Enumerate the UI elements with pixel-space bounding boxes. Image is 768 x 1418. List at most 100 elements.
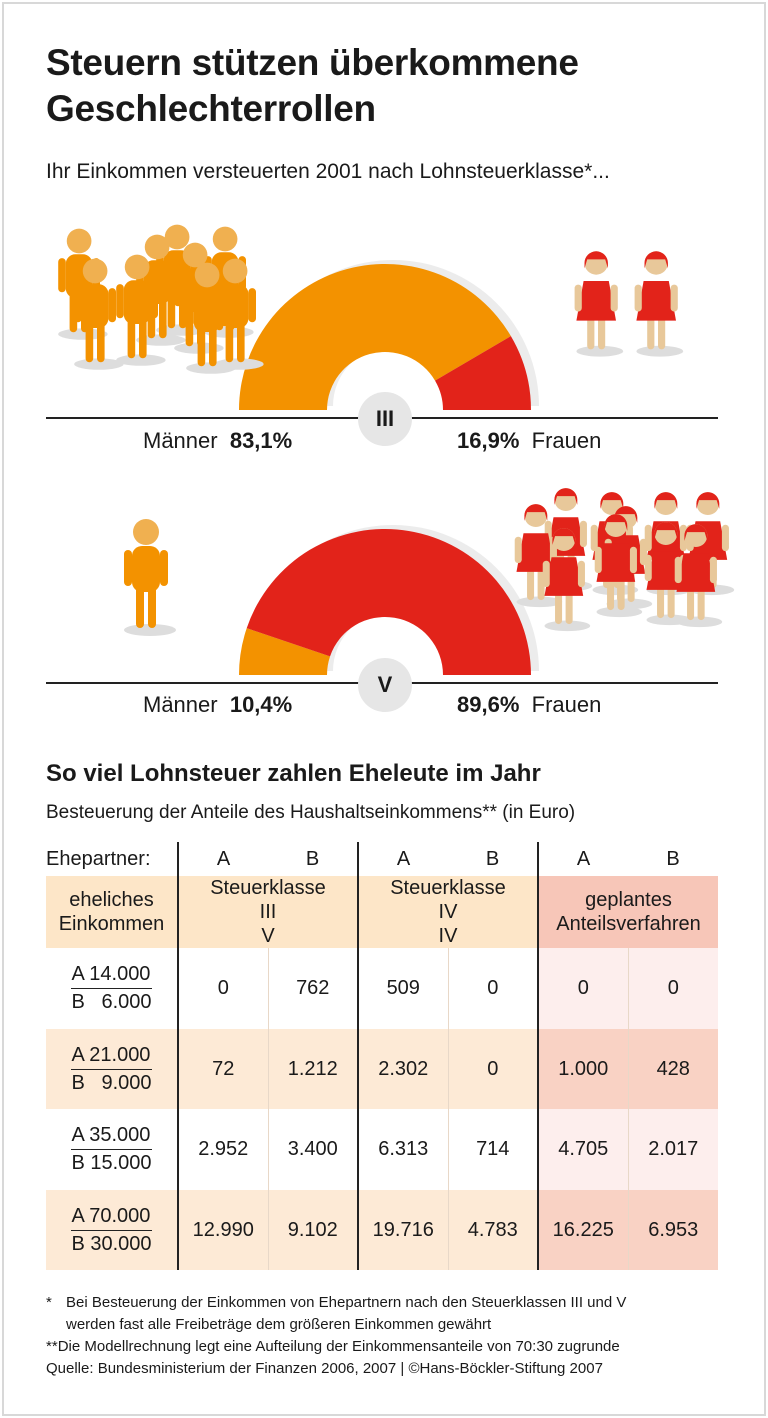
- men-value: 10,4%: [229, 692, 293, 717]
- class-label: III: [259, 901, 277, 923]
- partner-cell: A: [537, 842, 628, 876]
- header-row: eheliches Einkommen Steuerklasse III V Steu…: [46, 876, 718, 948]
- group-header-III-V: Steuerklasse III V: [177, 876, 358, 948]
- man-figure-icon: [74, 258, 124, 370]
- partner-cell: A: [177, 842, 268, 876]
- partner-cell: B: [485, 847, 500, 870]
- tax-cell: 2.017: [627, 1109, 718, 1190]
- tax-cell: 714: [447, 1109, 538, 1190]
- income-header-line: Einkommen: [58, 913, 165, 935]
- tax-cell: 1.212: [267, 1028, 358, 1109]
- group-label: geplantes: [585, 889, 672, 911]
- tax-cell: 2.302: [357, 1028, 448, 1109]
- income-header: eheliches Einkommen: [46, 876, 178, 948]
- footnote-mark: *: [46, 1294, 52, 1311]
- partner-row: Ehepartner: A B A B A B: [46, 842, 718, 876]
- gauge-segment-men: [239, 628, 331, 675]
- women-name: Frauen: [531, 692, 602, 717]
- income-a: A 21.000: [71, 1042, 152, 1070]
- page-title: Steuern stützen überkommene Geschlechter…: [46, 42, 579, 129]
- footnote-text: Die Modellrechnung legt eine Aufteilung …: [57, 1338, 620, 1355]
- table-subtitle: Besteuerung der Anteile des Haushaltsein…: [46, 802, 576, 823]
- income-b: B 15.000: [71, 1152, 152, 1175]
- tax-table: Ehepartner: A B A B A B eheliches Einkomm…: [46, 842, 718, 1270]
- class-label: IV: [438, 901, 458, 923]
- tax-cell: 509: [357, 948, 448, 1029]
- group-label: Steuerklasse: [210, 877, 326, 899]
- subtitle: Ihr Einkommen versteuerten 2001 nach Loh…: [46, 160, 610, 183]
- gauges-chart: [58, 224, 735, 675]
- income-cell: A 35.000 B 15.000: [46, 1109, 178, 1190]
- income-b: B 9.000: [71, 1071, 152, 1094]
- table-row: A 70.000 B 30.000 12.990 9.102 19.716 4.783 16…: [46, 1189, 718, 1270]
- tax-cell: 3.400: [267, 1109, 358, 1190]
- footnote-text: werden fast alle Freibeträge dem größere…: [66, 1316, 492, 1333]
- women-name: Frauen: [531, 428, 602, 453]
- tax-cell: 0: [177, 948, 268, 1029]
- partner-cell: B: [666, 847, 680, 870]
- footnote-1: * Bei Besteuerung der Einkommen von Ehepa…: [46, 1292, 626, 1336]
- table-row: A 35.000 B 15.000 2.952 3.400 6.313 714 4.705 2…: [46, 1109, 718, 1190]
- man-figure-icon: [186, 262, 236, 374]
- gauge-segment-women: [246, 528, 532, 675]
- women-label-2: 89,6% Frauen: [457, 692, 601, 718]
- tax-cell: 762: [267, 948, 358, 1029]
- group-header-IV-IV: Steuerklasse IVIV: [357, 876, 538, 948]
- tax-cell: 72: [177, 1028, 268, 1109]
- tax-cell: 2.952: [177, 1109, 268, 1190]
- income-b: B 6.000: [71, 991, 152, 1014]
- men-name: Männer: [143, 692, 218, 717]
- class-label: IV: [438, 925, 458, 947]
- gauge-segment-women: [435, 336, 531, 410]
- women-value: 89,6%: [457, 692, 520, 717]
- group-header-planned: geplantes Anteilsverfahren: [537, 876, 718, 948]
- men-value: 83,1%: [229, 428, 293, 453]
- income-cell: A 21.000 B 9.000: [46, 1028, 178, 1109]
- table-row: A 21.000 B 9.000 72 1.212 2.302 0 1.000 428: [46, 1028, 718, 1109]
- table-row: A 14.000 B 6.000 0 762 509 0 0 0: [46, 948, 718, 1029]
- man-figure-icon: [116, 254, 166, 366]
- tax-cell: 0: [447, 948, 538, 1029]
- income-b: B 30.000: [71, 1232, 152, 1255]
- men-label-1: Männer 83,1%: [143, 428, 292, 454]
- tax-cell: 6.313: [357, 1109, 448, 1190]
- women-label-1: 16,9% Frauen: [457, 428, 601, 454]
- tax-cell: 4.783: [447, 1189, 538, 1270]
- tax-cell: 0: [627, 948, 718, 1029]
- man-figure-icon: [124, 519, 176, 636]
- group-label: Anteilsverfahren: [556, 913, 701, 935]
- tax-cell: 16.225: [537, 1189, 628, 1270]
- income-cell: A 70.000 B 30.000: [46, 1189, 178, 1270]
- group-label: Steuerklasse: [390, 877, 506, 899]
- footnote-mark: **: [46, 1338, 58, 1355]
- woman-figure-icon: [674, 524, 723, 628]
- tax-cell: 0: [537, 948, 628, 1029]
- class-label: V: [261, 925, 275, 947]
- women-value: 16,9%: [457, 428, 520, 453]
- income-a: A 14.000: [71, 961, 152, 990]
- partner-cell: A: [357, 842, 448, 876]
- woman-figure-icon: [634, 251, 684, 357]
- income-cell: A 14.000 B 6.000: [46, 948, 178, 1029]
- tax-cell: 6.953: [627, 1189, 718, 1270]
- woman-figure-icon: [594, 514, 643, 618]
- gauge-segment-men: [239, 264, 511, 410]
- footnote-2: **Die Modellrechnung legt eine Aufteilun…: [46, 1336, 620, 1358]
- income-a: A 35.000: [71, 1122, 152, 1151]
- men-label-2: Männer 10,4%: [143, 692, 292, 718]
- tax-cell: 0: [447, 1028, 538, 1109]
- men-name: Männer: [143, 428, 218, 453]
- income-a: A 70.000: [71, 1203, 152, 1231]
- woman-figure-icon: [574, 251, 624, 357]
- tax-cell: 428: [627, 1028, 718, 1109]
- tax-cell: 1.000: [537, 1028, 628, 1109]
- tax-cell: 4.705: [537, 1109, 628, 1190]
- source: Quelle: Bundesministerium der Finanzen 2…: [46, 1360, 603, 1377]
- class-badge-V: V: [358, 658, 412, 712]
- partner-label: Ehepartner:: [46, 847, 151, 870]
- income-header-line: eheliches: [69, 889, 154, 911]
- tax-cell: 9.102: [267, 1189, 358, 1270]
- woman-figure-icon: [542, 528, 591, 632]
- tax-cell: 19.716: [357, 1189, 448, 1270]
